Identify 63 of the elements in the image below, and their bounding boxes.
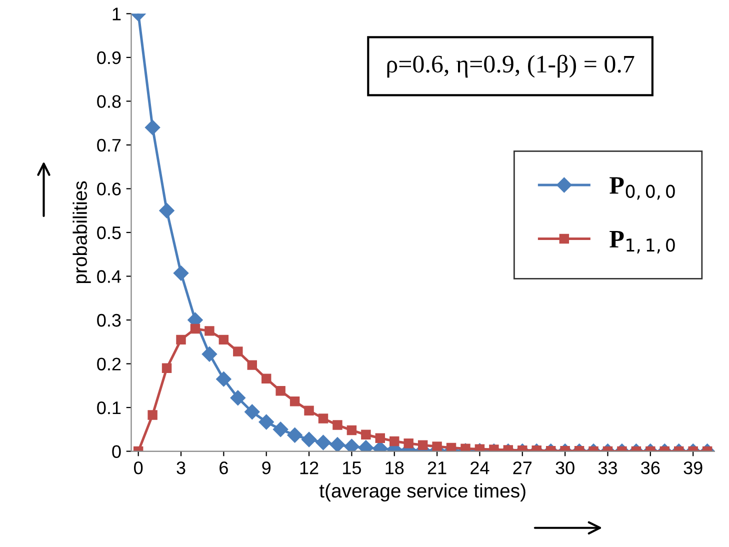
- point: [258, 414, 274, 430]
- y-axis-title: probabilities: [72, 181, 91, 284]
- point: [301, 432, 317, 448]
- point: [390, 436, 400, 446]
- x-axis-title: t(average service times): [319, 483, 526, 502]
- point: [316, 434, 331, 450]
- y-tick-label: 0.3: [97, 314, 121, 327]
- point: [162, 363, 172, 373]
- point: [344, 438, 360, 452]
- point: [460, 444, 470, 452]
- x-tick-label: 27: [513, 461, 532, 474]
- point: [346, 425, 357, 436]
- point: [432, 442, 442, 452]
- point: [474, 444, 485, 452]
- point: [218, 334, 229, 345]
- point: [287, 428, 302, 443]
- point: [190, 324, 200, 334]
- x-tick-label: 39: [684, 461, 702, 474]
- x-tick-label: 36: [641, 461, 660, 474]
- y-tick-label: 0.1: [97, 401, 121, 414]
- point: [247, 360, 257, 370]
- point: [318, 414, 328, 424]
- point: [304, 406, 314, 416]
- x-tick-label: 30: [556, 461, 574, 474]
- x-tick-label: 33: [598, 461, 617, 474]
- y-tick-label: 1: [112, 8, 121, 20]
- x-tick-label: 3: [176, 461, 186, 474]
- point: [216, 372, 232, 387]
- point: [230, 390, 246, 406]
- point: [176, 334, 186, 345]
- point: [244, 404, 260, 420]
- y-tick-label: 0.7: [97, 138, 121, 152]
- y-tick-label: 0.5: [97, 226, 121, 240]
- y-tick-label: 0.6: [97, 182, 121, 196]
- legend-label: P$_{0,0,0}$: [610, 177, 675, 200]
- point: [204, 326, 214, 336]
- x-tick-label: 12: [300, 461, 318, 474]
- y-tick-label: 0.9: [97, 51, 121, 64]
- point: [233, 346, 243, 356]
- point: [148, 410, 158, 420]
- x-tick-label: 9: [262, 461, 271, 474]
- point: [290, 396, 300, 406]
- point: [273, 422, 288, 437]
- x-tick-label: 24: [470, 461, 490, 474]
- x-tick-label: 6: [220, 461, 228, 474]
- x-tick-label: 18: [386, 461, 404, 474]
- y-tick-label: 0.4: [97, 270, 121, 283]
- point: [375, 433, 386, 444]
- x-tick-label: 0: [134, 461, 143, 474]
- y-tick-label: 0.8: [97, 95, 121, 108]
- point: [330, 437, 346, 452]
- point: [202, 346, 218, 362]
- x-tick-label: 21: [428, 461, 446, 474]
- y-tick-label: 0: [112, 445, 121, 458]
- legend-label: P$_{1,1,0}$: [610, 230, 675, 254]
- x-tick-label: 15: [343, 462, 361, 474]
- point: [276, 386, 286, 396]
- point: [361, 430, 371, 440]
- point: [332, 420, 342, 430]
- point: [173, 266, 189, 281]
- y-tick-label: 0.2: [97, 358, 121, 370]
- annotation: ρ=0.6, η=0.9, (1-β) = 0.7: [387, 54, 634, 78]
- point: [261, 374, 272, 384]
